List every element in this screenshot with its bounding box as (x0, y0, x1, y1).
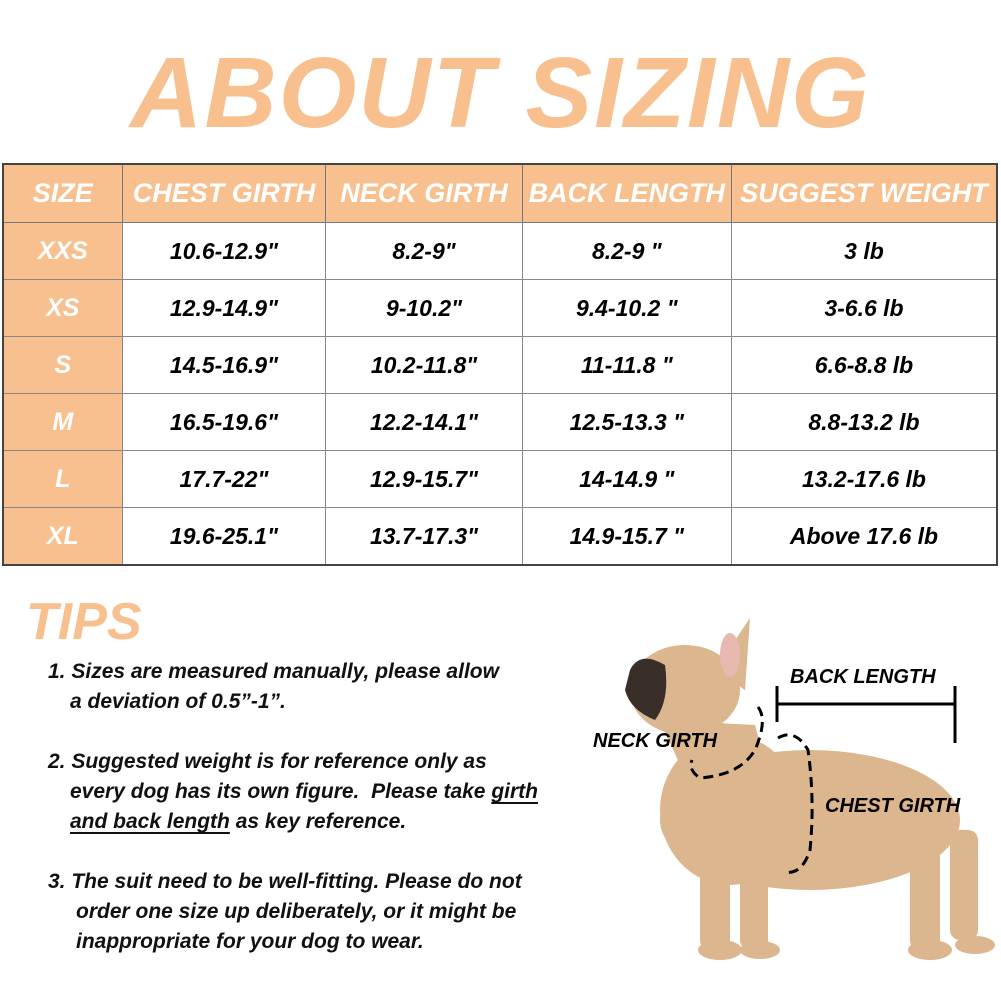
column-header: CHEST GIRTH (121, 163, 327, 223)
back-length-label: BACK LENGTH (790, 666, 936, 688)
table-cell: 13.7-17.3" (325, 507, 523, 566)
tip-2-line-3: and back length as key reference. (48, 807, 538, 837)
column-header: NECK GIRTH (325, 163, 523, 223)
table-cell: 6.6-8.8 lb (730, 336, 998, 394)
column-header: BACK LENGTH (521, 163, 732, 223)
table-row: M 16.5-19.6" 12.2-14.1" 12.5-13.3 " 8.8-13.2… (2, 393, 998, 451)
tip-3-line-3: inappropriate for your dog to wear. (76, 930, 424, 953)
tip-2-line-2: every dog has its own figure. Please tak… (48, 777, 538, 807)
size-cell: XXS (2, 222, 123, 280)
tip-3: 3. The suit need to be well-fitting. Ple… (48, 867, 522, 957)
table-cell: 12.9-14.9" (121, 279, 327, 337)
tip-1-line-2: a deviation of 0.5”-1”. (70, 690, 286, 713)
table-cell: 17.7-22" (121, 450, 327, 508)
column-header: SUGGEST WEIGHT (730, 163, 998, 223)
table-cell: 16.5-19.6" (121, 393, 327, 451)
table-cell: 8.8-13.2 lb (730, 393, 998, 451)
tip-2-underlined-back-length: and back length (70, 810, 230, 833)
back-length-line (775, 686, 957, 743)
table-cell: 10.6-12.9" (121, 222, 327, 280)
size-cell: XL (2, 507, 123, 566)
table-cell: 9.4-10.2 " (521, 279, 732, 337)
tip-2-text-end: as key reference. (229, 810, 407, 833)
neck-girth-line (689, 706, 764, 780)
table-cell: 9-10.2" (325, 279, 523, 337)
chest-girth-label: CHEST GIRTH (825, 795, 961, 817)
size-cell: XS (2, 279, 123, 337)
dog-muzzle (625, 658, 667, 720)
tip-1: 1. Sizes are measured manually, please a… (48, 657, 499, 717)
table-cell: 14.5-16.9" (121, 336, 327, 394)
tip-2-underlined-girth: girth (491, 780, 538, 803)
table-cell: 14-14.9 " (521, 450, 732, 508)
table-cell: 10.2-11.8" (325, 336, 523, 394)
table-row: XS 12.9-14.9" 9-10.2" 9.4-10.2 " 3-6.6 lb (2, 279, 998, 337)
table-header-row: SIZE CHEST GIRTH NECK GIRTH BACK LENGTH SUGG… (2, 163, 998, 223)
tips-title: TIPS (26, 593, 142, 651)
table-cell: 12.5-13.3 " (521, 393, 732, 451)
tip-3-line-1: 3. The suit need to be well-fitting. Ple… (48, 870, 522, 893)
chest-girth-line (777, 733, 814, 874)
column-header: SIZE (2, 163, 123, 223)
table-cell: Above 17.6 lb (730, 507, 998, 566)
table-cell: 19.6-25.1" (121, 507, 327, 566)
size-cell: S (2, 336, 123, 394)
table-cell: 3 lb (730, 222, 998, 280)
table-cell: 8.2-9" (325, 222, 523, 280)
tip-2-text: every dog has its own figure. Please tak… (70, 780, 492, 803)
tip-1-line-1: 1. Sizes are measured manually, please a… (48, 660, 499, 683)
size-cell: L (2, 450, 123, 508)
table-cell: 3-6.6 lb (730, 279, 998, 337)
dog-illustration (625, 618, 995, 960)
tip-2-line-1: 2. Suggested weight is for reference onl… (48, 750, 487, 773)
neck-girth-label: NECK GIRTH (593, 730, 718, 752)
size-table: SIZE CHEST GIRTH NECK GIRTH BACK LENGTH SUGG… (2, 163, 998, 566)
table-row: L 17.7-22" 12.9-15.7" 14-14.9 " 13.2-17.6 lb (2, 450, 998, 508)
table-body: XXS 10.6-12.9" 8.2-9" 8.2-9 " 3 lb XS 12.9-14.… (2, 222, 998, 566)
table-row: S 14.5-16.9" 10.2-11.8" 11-11.8 " 6.6-8.8 lb (2, 336, 998, 394)
tip-3-line-2: order one size up deliberately, or it mi… (76, 900, 517, 923)
table-cell: 14.9-15.7 " (521, 507, 732, 566)
dog-diagram: BACK LENGTH NECK GIRTH CHEST GIRTH (580, 610, 1000, 990)
table-cell: 8.2-9 " (521, 222, 732, 280)
table-row: XXS 10.6-12.9" 8.2-9" 8.2-9 " 3 lb (2, 222, 998, 280)
table-cell: 12.9-15.7" (325, 450, 523, 508)
table-cell: 12.2-14.1" (325, 393, 523, 451)
size-cell: M (2, 393, 123, 451)
page-title: ABOUT SIZING (130, 37, 871, 149)
table-cell: 11-11.8 " (521, 336, 732, 394)
table-cell: 13.2-17.6 lb (730, 450, 998, 508)
table-row: XL 19.6-25.1" 13.7-17.3" 14.9-15.7 " Above 1… (2, 507, 998, 566)
tip-2: 2. Suggested weight is for reference onl… (48, 747, 538, 837)
